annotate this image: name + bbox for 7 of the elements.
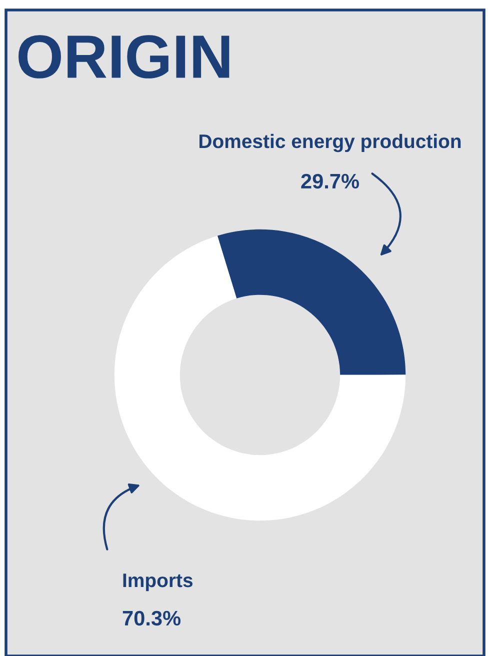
donut-slice <box>114 236 406 521</box>
slice-label: Domestic energy production <box>200 134 461 152</box>
donut-slice <box>217 229 406 375</box>
chart-title: ORIGIN <box>18 35 230 78</box>
data-label: 29.7% <box>301 174 359 189</box>
slice-label: Imports <box>123 574 193 592</box>
data-label: 70.3% <box>122 610 181 626</box>
